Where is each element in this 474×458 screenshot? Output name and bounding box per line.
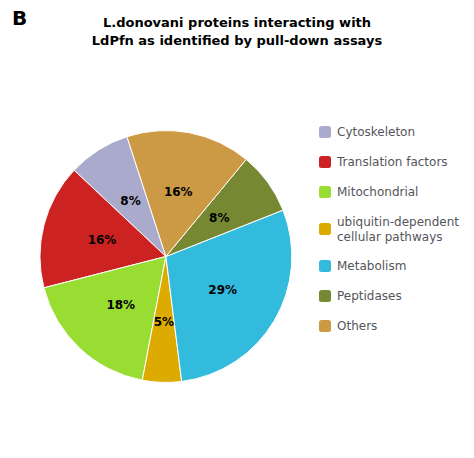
- svg-text:cellular pathways: cellular pathways: [337, 230, 443, 244]
- svg-text:ubiquitin-dependent: ubiquitin-dependent: [337, 215, 459, 229]
- svg-text:29%: 29%: [208, 283, 237, 297]
- svg-text:16%: 16%: [164, 185, 193, 199]
- svg-text:Metabolism: Metabolism: [337, 259, 406, 273]
- svg-text:Others: Others: [337, 319, 377, 333]
- svg-text:8%: 8%: [209, 211, 229, 225]
- svg-text:5%: 5%: [154, 315, 174, 329]
- svg-text:LdPfn as identified by pull-do: LdPfn as identified by pull-down assays: [92, 33, 383, 48]
- svg-text:18%: 18%: [106, 298, 135, 312]
- svg-text:Translation factors: Translation factors: [336, 155, 448, 169]
- svg-text:B: B: [12, 6, 27, 30]
- svg-text:16%: 16%: [88, 233, 117, 247]
- svg-text:8%: 8%: [120, 194, 140, 208]
- svg-text:Peptidases: Peptidases: [337, 289, 402, 303]
- svg-text:L.donovani proteins interactin: L.donovani proteins interacting with: [103, 15, 371, 30]
- svg-text:Cytoskeleton: Cytoskeleton: [337, 125, 415, 139]
- svg-text:Mitochondrial: Mitochondrial: [337, 185, 418, 199]
